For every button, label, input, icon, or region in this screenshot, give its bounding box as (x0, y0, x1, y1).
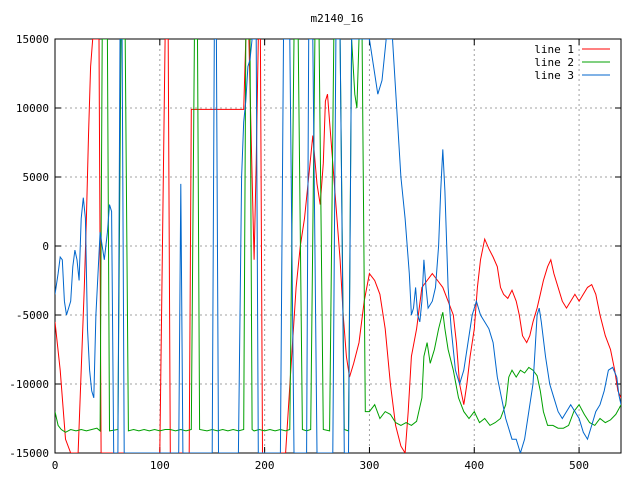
legend-label-3: line 3 (534, 69, 574, 82)
plot-area (55, 39, 621, 453)
x-tick-label: 400 (464, 459, 484, 472)
y-tick-label: -15000 (9, 447, 49, 460)
y-tick-label: 5000 (23, 171, 50, 184)
x-tick-label: 200 (255, 459, 275, 472)
y-tick-label: 15000 (16, 33, 49, 46)
axes: 0 100 200 300 400 500 -15000 -10000 -5000 0 5000 10… (9, 33, 622, 472)
series-line-1 (55, 39, 621, 453)
x-tick-label: 100 (150, 459, 170, 472)
series-line-3 (55, 39, 621, 453)
grid-lines (55, 39, 621, 453)
x-tick-label: 500 (569, 459, 589, 472)
chart-title: m2140_16 (311, 12, 364, 25)
y-tick-label: 0 (42, 240, 49, 253)
y-tick-label: -10000 (9, 378, 49, 391)
legend-label-1: line 1 (534, 43, 574, 56)
y-tick-label: 10000 (16, 102, 49, 115)
y-tick-label: -5000 (16, 309, 49, 322)
x-tick-label: 300 (360, 459, 380, 472)
x-tick-label: 0 (52, 459, 59, 472)
legend-label-2: line 2 (534, 56, 574, 69)
